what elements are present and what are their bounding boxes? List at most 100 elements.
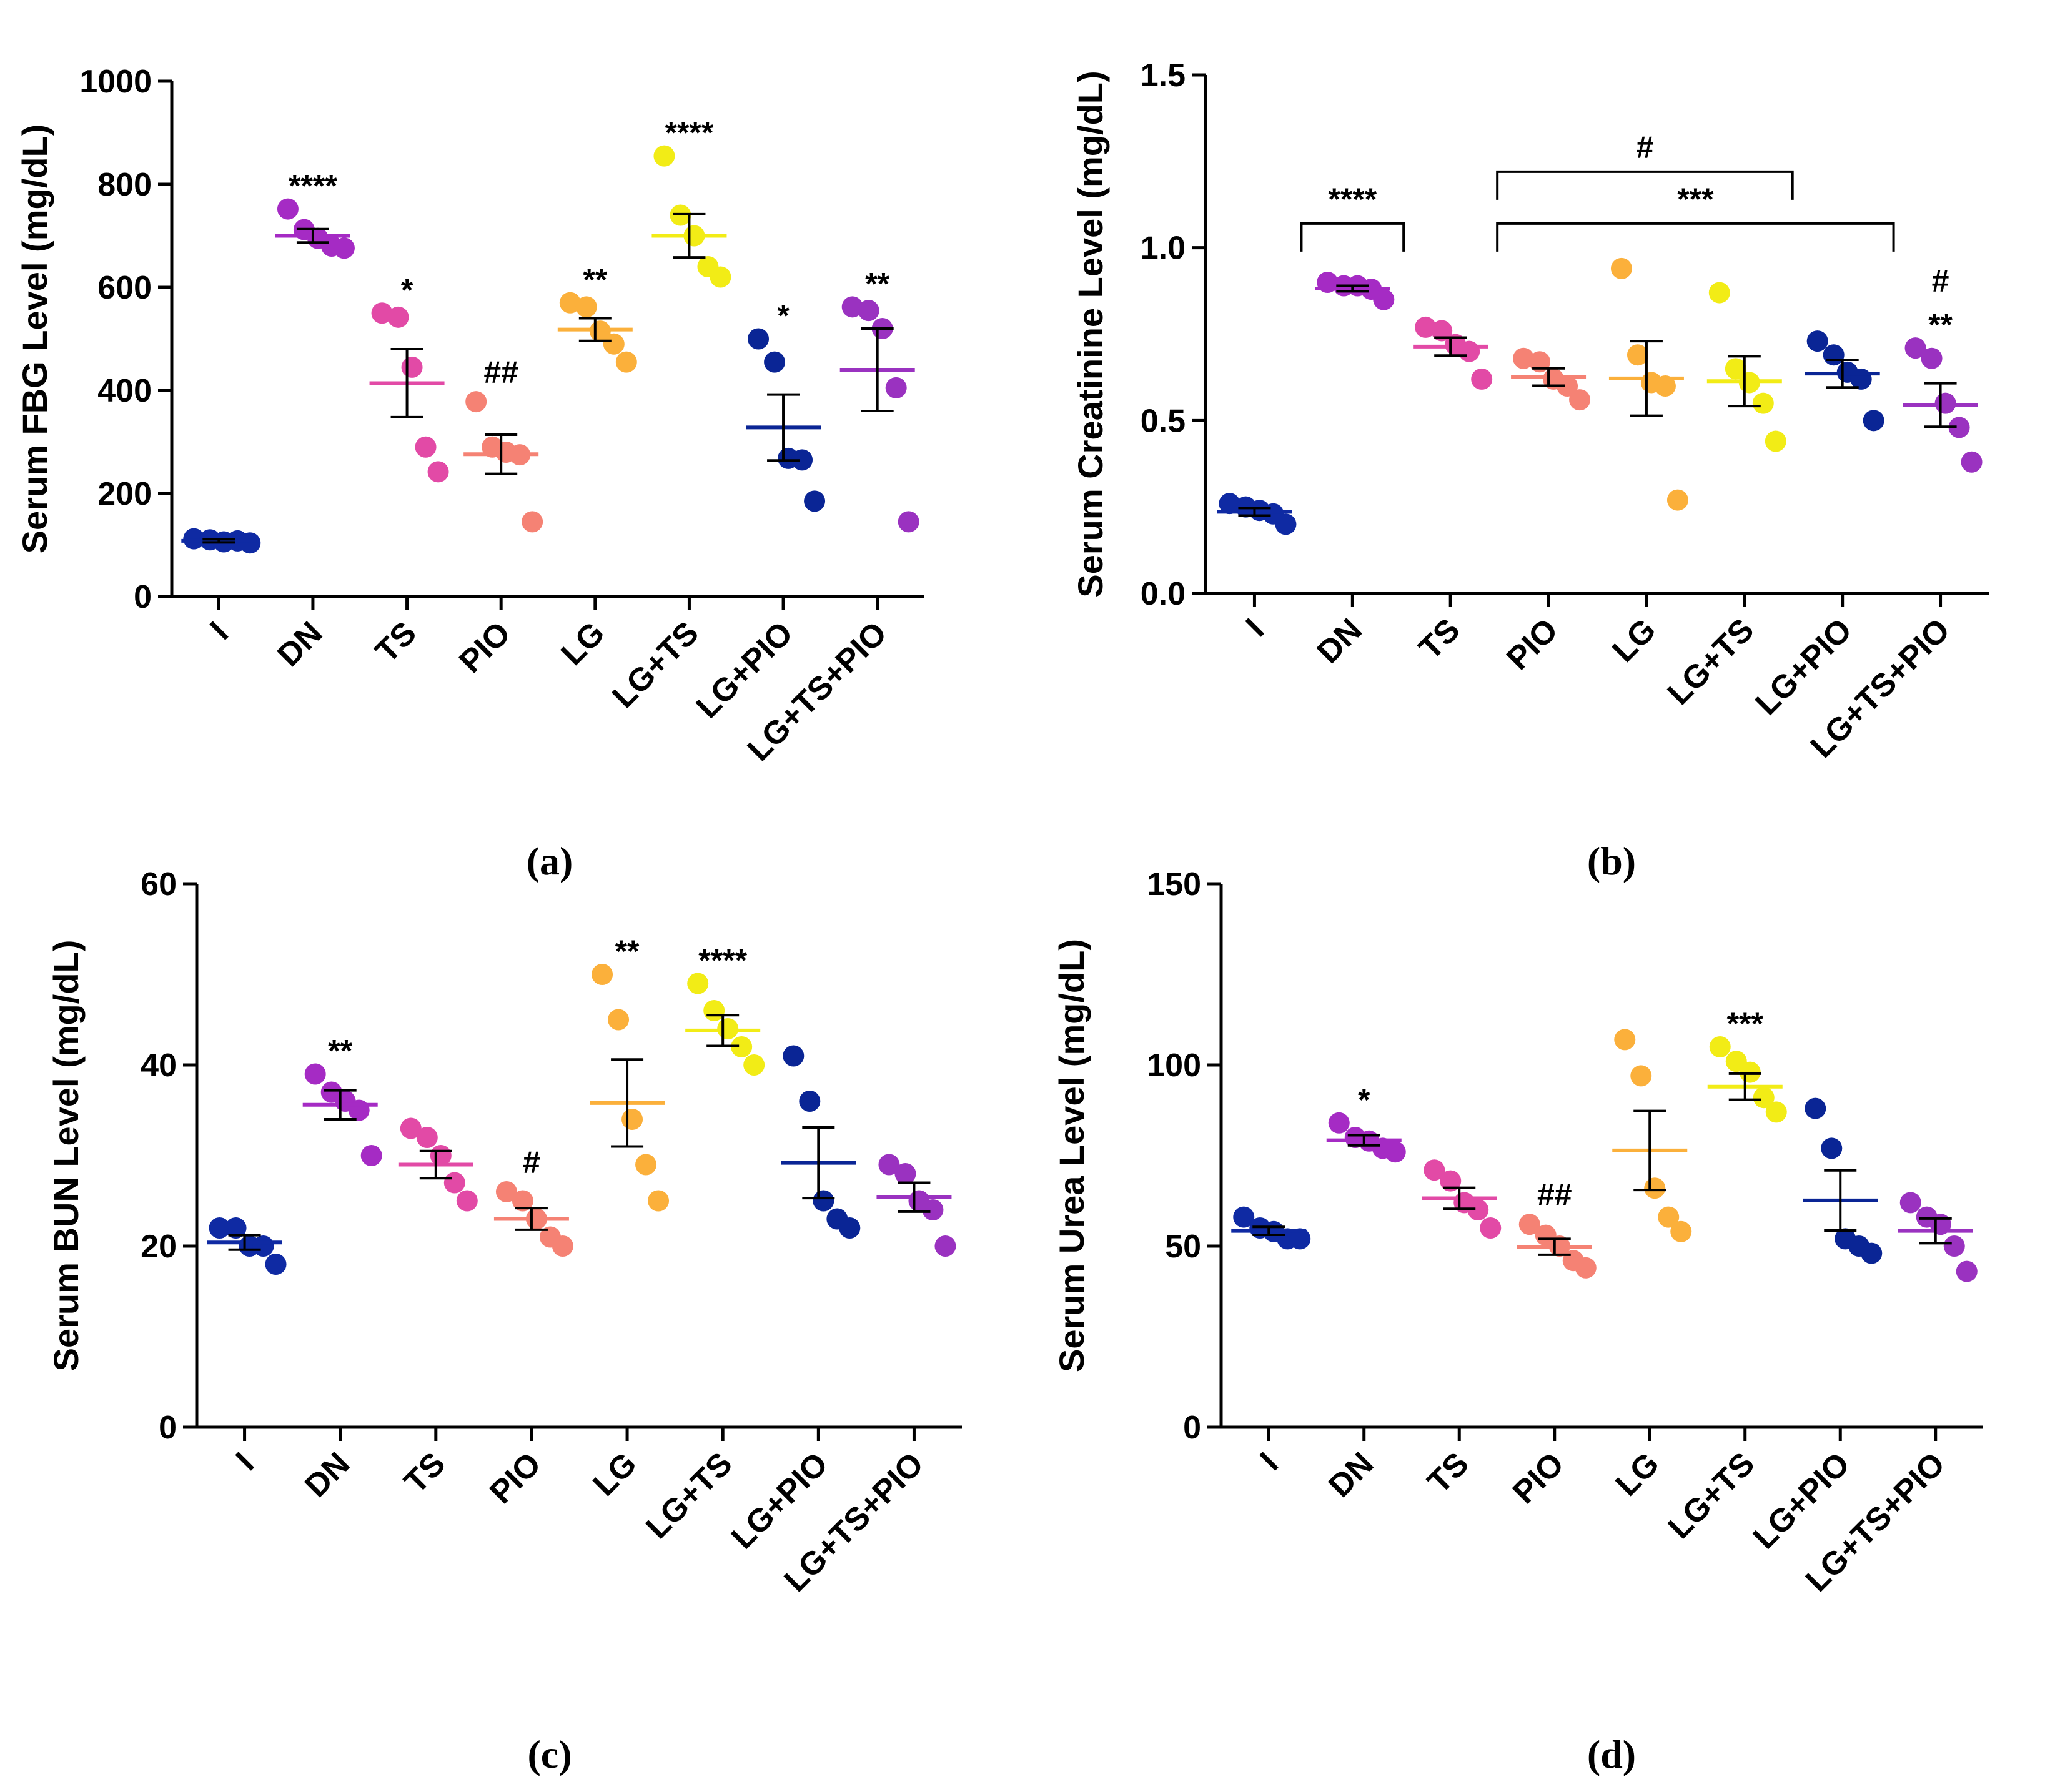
data-point (1806, 330, 1828, 352)
data-point (1569, 389, 1591, 411)
data-point (1275, 513, 1297, 535)
y-tick-label: 150 (1147, 866, 1201, 903)
data-point (225, 1217, 247, 1239)
data-point (603, 333, 625, 355)
data-point (1805, 1097, 1826, 1119)
y-tick-label: 60 (141, 866, 177, 903)
data-point (1431, 320, 1453, 342)
chart-panel-a: 0 200 400 600 800 1000 Serum FBG Level (mg/dL)… (15, 64, 924, 883)
data-point (1518, 1214, 1540, 1235)
data-point (885, 377, 907, 398)
data-point (804, 490, 826, 512)
data-point (635, 1154, 657, 1176)
data-point (878, 1154, 900, 1176)
x-tick-label: TS (397, 1445, 452, 1500)
x-tick-label: TS (369, 615, 423, 670)
data-point (783, 1045, 805, 1067)
data-point (465, 391, 487, 413)
data-point (1384, 1141, 1406, 1163)
data-point (813, 1190, 834, 1212)
y-axis-title: Serum Creatinine Level (mg/dL) (1071, 71, 1110, 597)
data-point (1424, 1159, 1445, 1181)
x-tick-label: DN (1310, 611, 1369, 670)
panel-letter: (c) (527, 1732, 572, 1776)
data-point (1961, 451, 1983, 473)
data-point (1373, 289, 1395, 310)
y-tick-label: 1.0 (1141, 230, 1186, 267)
data-point (731, 1036, 753, 1057)
data-point (653, 145, 675, 167)
x-tick-label: LG (1609, 1445, 1666, 1503)
x-tick-label: DN (1322, 1445, 1380, 1504)
y-tick-label: 0.5 (1141, 403, 1186, 439)
data-point (371, 302, 393, 324)
data-point (416, 1127, 438, 1148)
data-point (1861, 1242, 1883, 1264)
data-point (1709, 1036, 1731, 1057)
significance-label: * (401, 272, 413, 307)
data-point (648, 1190, 670, 1212)
data-point (559, 292, 581, 314)
data-point (443, 1172, 465, 1194)
data-point (791, 449, 813, 471)
data-point (608, 1009, 630, 1031)
data-point (265, 1254, 287, 1275)
panel-letter: (b) (1587, 839, 1636, 883)
data-point (1654, 375, 1676, 397)
data-point (1943, 1235, 1965, 1257)
data-point (360, 1145, 382, 1166)
data-point (1627, 344, 1648, 366)
data-point (1644, 1177, 1666, 1199)
data-point (1823, 344, 1845, 366)
data-point (1708, 282, 1730, 304)
x-tick-label: PIO (483, 1445, 548, 1510)
data-point (839, 1217, 861, 1239)
x-tick-label: I (1254, 1445, 1285, 1477)
data-point (592, 964, 613, 985)
x-tick-label: LG (1605, 611, 1663, 669)
data-point (252, 1235, 274, 1257)
data-point (277, 198, 299, 220)
data-point (1948, 417, 1970, 438)
data-point (1765, 430, 1786, 452)
comparison-bracket (1496, 222, 1895, 252)
data-point (1233, 1206, 1255, 1228)
y-tick-label: 0 (1183, 1410, 1201, 1446)
data-point (183, 528, 205, 550)
data-point (1765, 1101, 1787, 1123)
data-point (552, 1235, 573, 1257)
significance-label: **** (665, 116, 714, 151)
data-point (934, 1235, 956, 1257)
x-tick-label: LG (554, 615, 612, 672)
chart-panel-d: 0 50 100 150 Serum Urea Level (mg/dL) I DN TS PI… (1052, 866, 1983, 1776)
data-point (1821, 1137, 1843, 1159)
x-tick-label: I (204, 615, 235, 646)
data-point (304, 1063, 326, 1085)
significance-label: * (1358, 1082, 1370, 1117)
panel-letter: (a) (527, 839, 573, 883)
significance-label: # (523, 1145, 540, 1180)
x-tick-label: I (229, 1445, 261, 1477)
data-point (456, 1190, 478, 1212)
x-tick-label: PIO (1506, 1445, 1571, 1510)
x-tick-label: DN (298, 1445, 357, 1504)
data-point (348, 1099, 370, 1121)
data-point (1557, 375, 1578, 397)
data-point (1289, 1228, 1311, 1250)
x-tick-label: LG (586, 1445, 643, 1503)
y-tick-label: 0 (159, 1410, 177, 1446)
significance-label: ** (1928, 307, 1953, 342)
data-point (495, 1181, 517, 1202)
data-point (1904, 337, 1926, 359)
chart-panel-c: 0 20 40 60 Serum BUN Level (mg/dL) I DN TS PIO LG… (46, 866, 962, 1776)
data-point (209, 1217, 230, 1239)
y-tick-label: 1000 (79, 64, 152, 100)
y-tick-label: 50 (1165, 1229, 1201, 1265)
data-point (400, 1117, 422, 1139)
comparison-bracket (1496, 170, 1794, 200)
data-point (1513, 347, 1535, 369)
data-point (575, 296, 597, 318)
data-point (1666, 489, 1688, 511)
significance-label: * (777, 299, 790, 334)
x-tick-label: I (1239, 611, 1271, 643)
